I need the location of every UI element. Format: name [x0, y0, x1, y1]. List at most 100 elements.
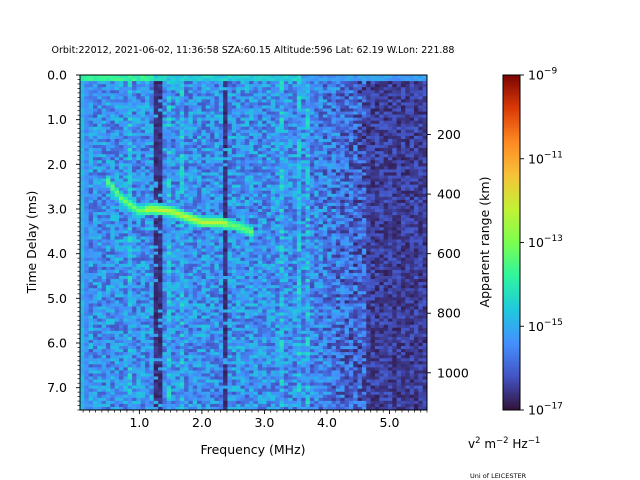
heatmap-cell	[132, 160, 137, 164]
heatmap-cell	[106, 135, 111, 140]
heatmap-cell	[227, 388, 233, 393]
heatmap-cell	[244, 187, 250, 192]
heatmap-cell	[84, 212, 90, 216]
heatmap-cell	[110, 364, 116, 368]
heatmap-cell	[97, 193, 103, 198]
heatmap-cell	[266, 285, 272, 289]
heatmap-cell	[253, 266, 259, 271]
heatmap-cell	[162, 279, 168, 283]
heatmap-cell	[262, 361, 267, 365]
heatmap-cell	[93, 154, 98, 158]
heatmap-cell	[93, 196, 98, 201]
heatmap-cell	[149, 245, 155, 249]
heatmap-cell	[84, 166, 90, 170]
heatmap-cell	[123, 132, 129, 137]
heatmap-cell	[149, 102, 155, 106]
heatmap-cell	[184, 257, 189, 262]
heatmap-cell	[171, 199, 176, 204]
heatmap-cell	[145, 221, 150, 225]
heatmap-cell	[184, 269, 189, 274]
heatmap-cell	[253, 151, 259, 155]
heatmap-cell	[114, 236, 120, 240]
heatmap-cell	[218, 257, 224, 262]
heatmap-cell	[80, 148, 85, 152]
heatmap-cell	[201, 403, 207, 408]
heatmap-cell	[262, 114, 267, 119]
heatmap-cell	[84, 263, 90, 268]
heatmap-cell	[171, 294, 176, 298]
heatmap-cell	[266, 96, 272, 100]
heatmap-cell	[171, 336, 176, 341]
heatmap-cell	[231, 230, 237, 234]
heatmap-cell	[149, 178, 155, 182]
heatmap-cell	[106, 385, 111, 390]
heatmap-cell	[240, 209, 246, 213]
heatmap-cell	[110, 379, 116, 383]
heatmap-cell	[145, 169, 150, 173]
heatmap-cell	[106, 285, 111, 289]
heatmap-cell	[257, 138, 263, 143]
heatmap-cell	[223, 227, 228, 231]
heatmap-cell	[201, 260, 207, 265]
heatmap-cell	[175, 367, 181, 371]
heatmap-cell	[184, 300, 189, 304]
heatmap-cell	[153, 111, 159, 115]
heatmap-plot	[80, 75, 428, 411]
heatmap-cell	[214, 346, 220, 350]
heatmap-cell	[145, 120, 150, 125]
heatmap-cell	[218, 382, 224, 387]
heatmap-cell	[184, 75, 189, 79]
heatmap-cell	[218, 269, 224, 274]
heatmap-cell	[166, 263, 172, 268]
heatmap-cell	[136, 81, 142, 85]
heatmap-cell	[262, 379, 267, 383]
heatmap-cell	[158, 126, 163, 131]
heatmap-cell	[240, 108, 246, 112]
heatmap-cell	[197, 248, 202, 253]
heatmap-cell	[153, 355, 159, 359]
heatmap-cell	[123, 285, 129, 289]
heatmap-cell	[227, 190, 233, 195]
heatmap-cell	[214, 218, 220, 222]
heatmap-cell	[179, 309, 185, 313]
heatmap-cell	[205, 406, 211, 411]
heatmap-cell	[175, 120, 181, 125]
heatmap-cell	[88, 123, 94, 128]
heatmap-cell	[162, 169, 168, 173]
heatmap-cell	[145, 90, 150, 94]
heatmap-cell	[201, 370, 207, 374]
heatmap-cell	[166, 81, 172, 85]
heatmap-cell	[231, 303, 237, 307]
heatmap-cell	[136, 315, 142, 320]
heatmap-cell	[214, 96, 220, 100]
heatmap-cell	[223, 148, 228, 152]
heatmap-cell	[210, 385, 215, 390]
heatmap-cell	[257, 123, 263, 128]
heatmap-cell	[205, 394, 211, 399]
heatmap-cell	[257, 248, 263, 253]
heatmap-cell	[106, 269, 111, 274]
heatmap-cell	[179, 148, 185, 152]
heatmap-cell	[223, 163, 228, 167]
heatmap-cell	[140, 406, 146, 411]
heatmap-cell	[140, 327, 146, 332]
heatmap-cell	[80, 230, 85, 234]
heatmap-cell	[244, 336, 250, 341]
heatmap-cell	[106, 321, 111, 326]
heatmap-cell	[119, 230, 124, 234]
heatmap-cell	[257, 108, 263, 112]
heatmap-cell	[192, 376, 198, 380]
heatmap-cell	[127, 218, 133, 222]
heatmap-cell	[257, 346, 263, 350]
heatmap-cell	[162, 327, 168, 332]
heatmap-cell	[210, 199, 215, 204]
heatmap-cell	[236, 349, 241, 353]
heatmap-cell	[127, 279, 133, 283]
heatmap-cell	[214, 400, 220, 405]
heatmap-cell	[136, 132, 142, 137]
heatmap-cell	[175, 181, 181, 186]
heatmap-cell	[244, 151, 250, 155]
heatmap-cell	[201, 321, 207, 326]
heatmap-cell	[114, 388, 120, 393]
heatmap-cell	[97, 312, 103, 316]
